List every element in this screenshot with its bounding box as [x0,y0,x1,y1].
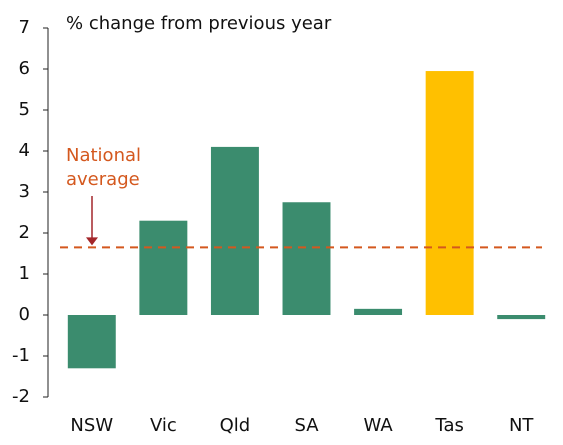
reference-label: average [66,169,140,190]
reference-arrowhead [86,237,98,246]
x-tick-label: NT [509,415,534,436]
x-tick-label: SA [294,415,319,436]
y-tick-label: 1 [19,263,30,284]
bar [425,71,474,315]
y-tick-label: -1 [12,345,30,366]
x-tick-label: Vic [150,415,177,436]
y-tick-label: -2 [12,386,30,407]
x-tick-label: NSW [70,415,113,436]
bar [67,315,116,369]
x-tick-label: WA [364,415,394,436]
x-tick-label: Tas [434,415,463,436]
y-axis-label: % change from previous year [66,13,332,34]
bar [210,146,259,315]
y-tick-label: 4 [19,140,30,161]
y-tick-label: 3 [19,181,30,202]
bar [497,315,546,320]
bar [282,202,331,315]
y-tick-label: 2 [19,222,30,243]
x-tick-label: Qld [220,415,251,436]
bar [139,220,188,315]
y-tick-label: 7 [19,17,30,38]
reference-label: National [66,145,141,166]
bar [354,308,403,315]
y-tick-label: 0 [19,304,30,325]
y-tick-label: 5 [19,99,30,120]
y-tick-label: 6 [19,58,30,79]
